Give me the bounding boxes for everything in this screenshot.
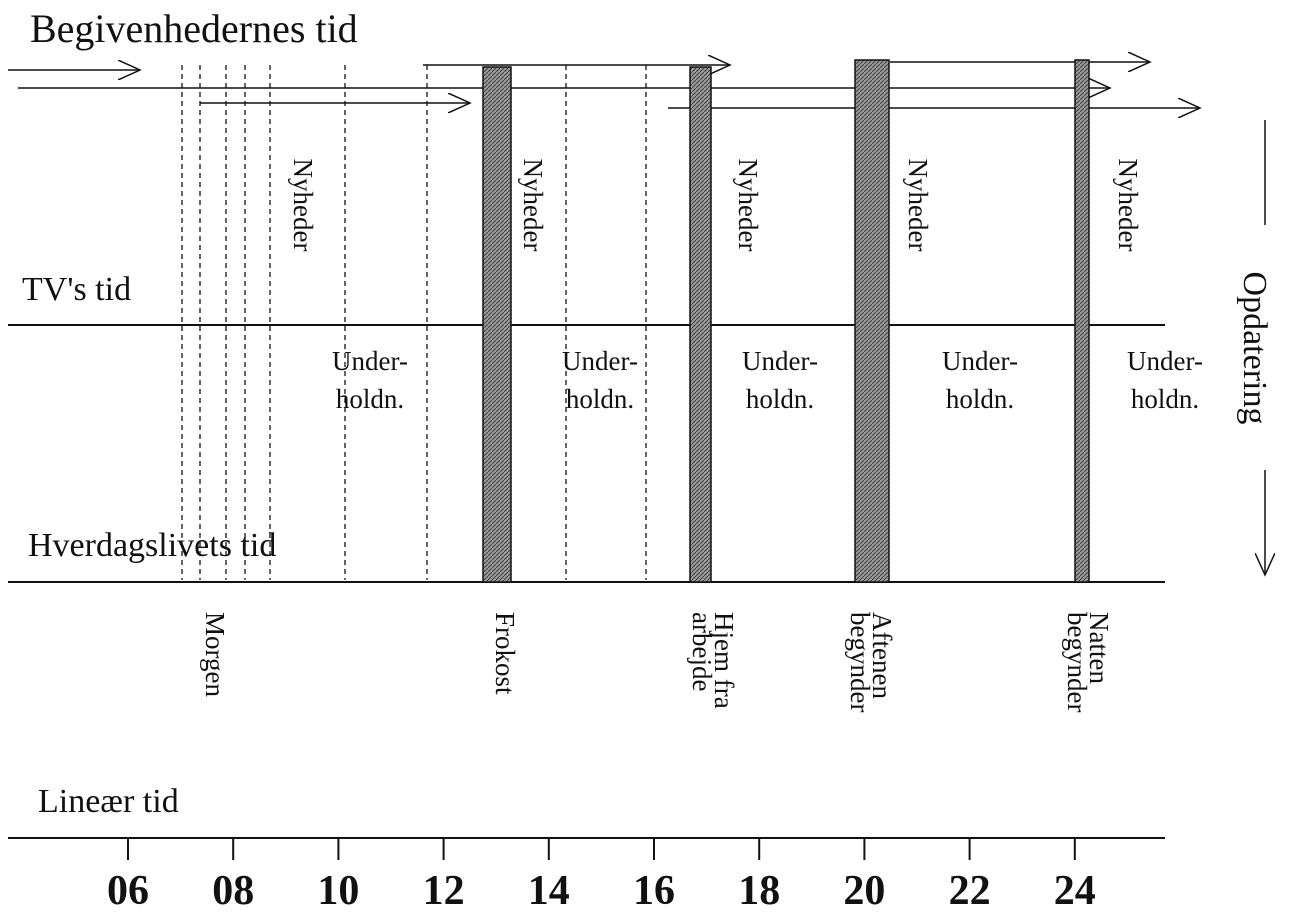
news-label: Nyheder <box>1113 159 1143 252</box>
tick-label: 20 <box>843 868 885 913</box>
event-label: arbejde <box>687 612 717 691</box>
event-arrows <box>8 62 1200 108</box>
event-label: Aftenen <box>867 612 897 699</box>
event-label: begynder <box>1062 612 1092 712</box>
event-label: begynder <box>845 612 875 712</box>
level-label: Lineær tid <box>38 783 179 820</box>
tick-label: 12 <box>423 868 465 913</box>
entertainment-label: Under- <box>1127 346 1203 376</box>
entertainment-label: holdn. <box>336 384 404 414</box>
entertainment-label: holdn. <box>746 384 814 414</box>
event-label: Morgen <box>200 612 230 697</box>
dashed-lines <box>181 65 647 580</box>
entertainment-label: Under- <box>562 346 638 376</box>
tick-label: 08 <box>212 868 254 913</box>
tick-label: 18 <box>738 868 780 913</box>
event-label: Frokost <box>490 612 520 695</box>
tick-label: 14 <box>528 868 570 913</box>
entertainment-label: holdn. <box>566 384 634 414</box>
news-bars <box>482 59 1090 583</box>
entertainment-label: Under- <box>742 346 818 376</box>
level-label: TV's tid <box>22 271 131 308</box>
tick-label: 16 <box>633 868 675 913</box>
news-label: Nyheder <box>288 159 318 252</box>
news-label: Nyheder <box>518 159 548 252</box>
tick-label: 24 <box>1054 868 1096 913</box>
entertainment-label: Under- <box>942 346 1018 376</box>
tick-label: 06 <box>107 868 149 913</box>
news-label: Nyheder <box>733 159 763 252</box>
entertainment-label: holdn. <box>1131 384 1199 414</box>
tick-label: 22 <box>949 868 991 913</box>
event-label: Hjem fra <box>709 612 739 709</box>
level-label: Hverdagslivets tid <box>28 527 276 564</box>
tick-label: 10 <box>317 868 359 913</box>
level-label: Begivenhedernes tid <box>30 6 358 51</box>
entertainment-label: holdn. <box>946 384 1014 414</box>
event-label: Natten <box>1084 612 1114 684</box>
structure <box>8 59 1265 839</box>
entertainment-label: Under- <box>332 346 408 376</box>
side-label: Opdatering <box>1236 272 1273 425</box>
news-label: Nyheder <box>903 159 933 252</box>
